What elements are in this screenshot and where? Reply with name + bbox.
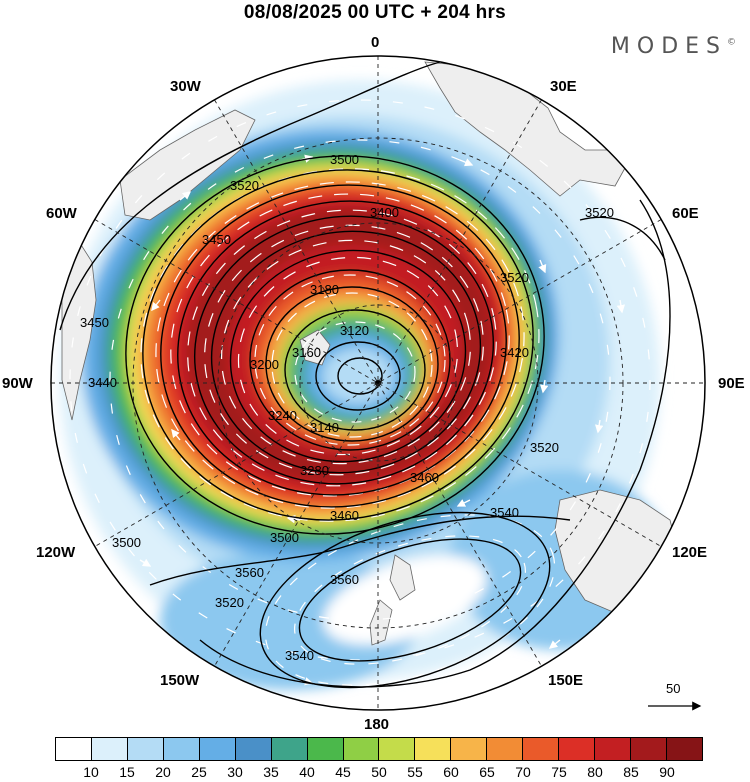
contour-label: 3200 xyxy=(250,357,279,372)
contour-label: 3400 xyxy=(370,205,399,220)
colorbar-tick-label: 10 xyxy=(83,764,99,780)
lon-label-90e: 90E xyxy=(718,375,745,392)
colorbar-swatch xyxy=(235,738,272,760)
contour-label: 3420 xyxy=(500,345,529,360)
colorbar-swatch xyxy=(487,738,524,760)
contour-label: 3500 xyxy=(112,535,141,550)
lon-label-180: 180 xyxy=(364,716,390,733)
lon-label-30w: 30W xyxy=(170,78,201,95)
colorbar-swatch xyxy=(199,738,236,760)
height-contours xyxy=(59,61,671,689)
contour-label: 3460 xyxy=(410,470,439,485)
contour-label: 3450 xyxy=(202,232,231,247)
polar-map xyxy=(50,55,706,711)
colorbar xyxy=(55,737,703,761)
lon-label-150e: 150E xyxy=(548,672,584,689)
colorbar-swatch xyxy=(163,738,200,760)
colorbar-tick-label: 30 xyxy=(227,764,243,780)
colorbar-tick-label: 20 xyxy=(155,764,171,780)
brand-logo: MODES© xyxy=(611,34,736,59)
colorbar-swatch xyxy=(415,738,452,760)
contour-label: 3180 xyxy=(310,282,339,297)
contour-label: 3450 xyxy=(80,315,109,330)
wind-reference-label: 50 xyxy=(666,681,681,696)
colorbar-tick-label: 80 xyxy=(587,764,603,780)
colorbar-swatch xyxy=(343,738,380,760)
contour-label: 3500 xyxy=(270,530,299,545)
colorbar-tick-label: 85 xyxy=(623,764,639,780)
contour-label: 3520 xyxy=(215,595,244,610)
lon-label-150w: 150W xyxy=(160,672,200,689)
colorbar-tick-label: 40 xyxy=(299,764,315,780)
map-title: 08/08/2025 00 UTC + 204 hrs xyxy=(243,2,507,23)
contour-label: 3520 xyxy=(585,205,614,220)
contour-label: 3520 xyxy=(500,270,529,285)
colorbar-tick-label: 60 xyxy=(443,764,459,780)
contour-label: 3560 xyxy=(330,572,359,587)
contour-label: 3160 xyxy=(292,345,321,360)
contour-label: 3540 xyxy=(490,505,519,520)
contour-label: 3240 xyxy=(268,408,297,423)
colorbar-tick-label: 35 xyxy=(263,764,279,780)
colorbar-swatch xyxy=(379,738,416,760)
colorbar-swatch xyxy=(307,738,344,760)
colorbar-tick-label: 70 xyxy=(515,764,531,780)
contour-label: 3140 xyxy=(310,420,339,435)
colorbar-tick-label: 45 xyxy=(335,764,351,780)
lon-label-30e: 30E xyxy=(550,78,577,95)
contour-label: 3560 xyxy=(235,565,264,580)
wind-vectors xyxy=(69,99,651,686)
lon-label-120w: 120W xyxy=(36,544,76,561)
colorbar-tick-label: 65 xyxy=(479,764,495,780)
contour-label: 3280 xyxy=(300,463,329,478)
colorbar-tick-label: 55 xyxy=(407,764,423,780)
contour-label: 3440 xyxy=(88,375,117,390)
colorbar-tick-label: 15 xyxy=(119,764,135,780)
colorbar-swatch xyxy=(523,738,560,760)
colorbar-tick-label: 90 xyxy=(659,764,675,780)
brand-name: MODES xyxy=(610,34,727,59)
pole-marker xyxy=(375,380,381,386)
colorbar-swatch xyxy=(91,738,128,760)
lon-label-90w: 90W xyxy=(2,375,33,392)
map-boundary xyxy=(50,55,706,711)
lon-label-0: 0 xyxy=(371,34,380,51)
colorbar-swatch xyxy=(271,738,308,760)
lon-label-60w: 60W xyxy=(46,205,77,222)
colorbar-swatch xyxy=(127,738,164,760)
contour-label: 3120 xyxy=(340,323,369,338)
contour-label: 3520 xyxy=(530,440,559,455)
colorbar-ticks: 10 15 20 25 30 35 40 45 50 55 60 65 70 75 80 85 90 xyxy=(55,764,703,782)
wind-speed-field xyxy=(51,56,705,710)
colorbar-tick-label: 25 xyxy=(191,764,207,780)
lon-label-60e: 60E xyxy=(672,205,699,222)
contour-label: 3500 xyxy=(330,152,359,167)
lon-label-120e: 120E xyxy=(672,544,708,561)
colorbar-swatch xyxy=(595,738,631,760)
contour-label: 3540 xyxy=(285,648,314,663)
colorbar-swatch xyxy=(56,738,92,760)
colorbar-swatch xyxy=(631,738,667,760)
colorbar-swatch xyxy=(451,738,488,760)
contour-label: 3520 xyxy=(230,178,259,193)
colorbar-tick-label: 50 xyxy=(371,764,387,780)
graticule xyxy=(51,56,705,710)
colorbar-tick-label: 75 xyxy=(551,764,567,780)
contour-label: 3460 xyxy=(330,508,359,523)
brand-copyright: © xyxy=(727,37,736,48)
colorbar-swatch xyxy=(666,738,702,760)
colorbar-swatch xyxy=(559,738,596,760)
